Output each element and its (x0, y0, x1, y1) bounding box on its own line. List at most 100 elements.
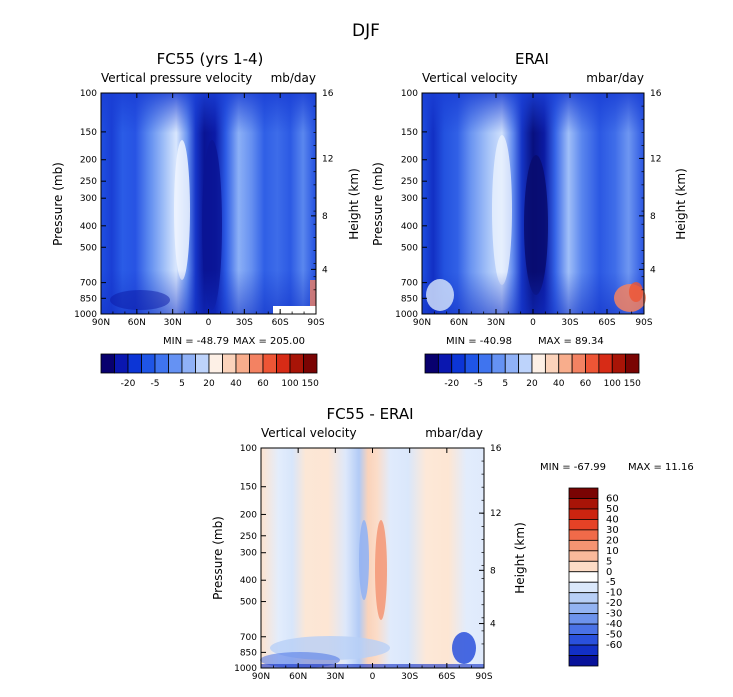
colorbar-swatch (437, 353, 453, 374)
y2-tick-label: 4 (490, 620, 496, 630)
y2-tick-label: 16 (322, 89, 334, 99)
x-tick-label: 60N (289, 672, 307, 682)
colorbar-swatch (568, 623, 599, 635)
colorbar-label: 60 (257, 379, 269, 389)
x-tick-label: 60S (598, 318, 615, 328)
colorbar-label: 150 (302, 379, 319, 389)
colorbar-label: 60 (580, 379, 592, 389)
colorbar-label: 100 (604, 379, 621, 389)
colorbar-swatch (518, 353, 533, 374)
colorbar-fc55: -20 -5 5 20 40 60 100 150 (100, 353, 319, 389)
y-ticks: 100 150 200 250 300 400 500 700 850 1000 16 12 8 4 (234, 444, 502, 674)
panel-right-label: mbar/day (425, 426, 483, 440)
colorbar-swatch (571, 353, 586, 374)
colorbar-label: -30 (606, 609, 622, 620)
x-tick-label: 30N (487, 318, 505, 328)
x-tick-label: 30S (236, 318, 253, 328)
y2-tick-label: 12 (490, 509, 501, 519)
colorbar-label: -50 (606, 630, 622, 641)
x-tick-label: 30S (561, 318, 578, 328)
y-tick-label: 150 (401, 128, 418, 138)
x-tick-label: 60N (128, 318, 146, 328)
y2-axis-label: Height (km) (674, 168, 688, 239)
colorbar-swatch (114, 353, 129, 374)
y-tick-label: 1000 (234, 664, 257, 674)
y-tick-label: 1000 (74, 310, 97, 320)
y2-tick-label: 12 (322, 154, 333, 164)
colorbar-swatch (531, 353, 546, 374)
panel-left-label: Vertical velocity (261, 426, 357, 440)
colorbar-swatch (568, 539, 599, 552)
y-axis-label: Pressure (mb) (371, 162, 385, 246)
x-tick-label: 30S (401, 672, 418, 682)
x-tick-label: 30N (164, 318, 182, 328)
panel-title: FC55 - ERAI (326, 405, 413, 423)
y-tick-label: 200 (240, 510, 257, 520)
min-label: MIN = -40.98 (446, 336, 512, 347)
colorbar-label: 0 (606, 567, 612, 578)
y2-tick-label: 4 (650, 265, 656, 275)
y-tick-label: 100 (240, 444, 257, 454)
colorbar-swatch (222, 353, 237, 374)
x-tick-label: 90S (475, 672, 492, 682)
colorbar-swatch (464, 353, 479, 374)
panel-right-label: mbar/day (586, 71, 644, 85)
colorbar-swatch (141, 353, 156, 374)
x-tick-label: 90N (413, 318, 431, 328)
colorbar-swatch (168, 353, 183, 374)
colorbar-swatch (544, 353, 560, 374)
colorbar-label: 40 (606, 514, 619, 525)
plot-field (101, 93, 316, 314)
colorbar-label: 50 (606, 504, 619, 515)
colorbar-swatch (568, 519, 599, 531)
y-tick-label: 850 (240, 648, 257, 658)
y-ticks: 100 150 200 250 300 400 500 700 850 1000 16 12 8 4 (74, 89, 334, 320)
y-tick-label: 700 (80, 279, 97, 289)
colorbar-label: 10 (606, 546, 619, 557)
panel-left-label: Vertical velocity (422, 71, 518, 85)
y-tick-label: 250 (240, 532, 257, 542)
y2-tick-label: 4 (322, 265, 328, 275)
colorbar-swatch (568, 487, 599, 499)
colorbar-swatch (568, 592, 599, 604)
panel-left-label: Vertical pressure velocity (101, 71, 252, 85)
colorbar-label: 100 (281, 379, 298, 389)
panel-right-label: mb/day (271, 71, 316, 85)
y-tick-label: 250 (401, 177, 418, 187)
y-tick-label: 500 (240, 598, 257, 608)
plot-field (422, 93, 646, 314)
x-tick-label: 30N (326, 672, 344, 682)
colorbar-swatch (568, 644, 599, 656)
y2-tick-label: 16 (490, 444, 502, 454)
colorbar-label: -10 (606, 588, 622, 599)
x-ticks: 90N 60N 30N 0 30S 60S 90S (252, 448, 493, 682)
colorbar-swatch (154, 353, 169, 374)
y-tick-label: 300 (401, 194, 418, 204)
max-label: MAX = 11.16 (628, 462, 694, 473)
colorbar-label: -60 (606, 640, 622, 651)
colorbar-swatch (262, 353, 277, 374)
y2-axis-label: Height (km) (347, 168, 361, 239)
colorbar-swatch (451, 353, 466, 374)
y-ticks: 100 150 200 250 300 400 500 700 850 1000 16 12 8 4 (395, 89, 662, 320)
y-tick-label: 150 (240, 483, 257, 493)
y-tick-label: 250 (80, 177, 97, 187)
y-tick-label: 700 (401, 279, 418, 289)
colorbar-label: -20 (121, 379, 136, 389)
y-tick-label: 850 (80, 294, 97, 304)
colorbar-swatch (276, 353, 291, 374)
colorbar-swatch (568, 560, 599, 573)
y-tick-label: 300 (80, 194, 97, 204)
y-tick-label: 850 (401, 294, 418, 304)
x-tick-label: 90N (252, 672, 270, 682)
colorbar-swatch (585, 353, 600, 374)
colorbar-label: 5 (606, 556, 612, 567)
colorbar-label: 30 (606, 525, 619, 536)
colorbar-swatch (127, 353, 142, 374)
y-tick-label: 100 (80, 89, 97, 99)
colorbar-erai: -20 -5 5 20 40 60 100 150 (424, 353, 641, 389)
colorbar-swatch (235, 353, 250, 374)
y2-axis-label: Height (km) (513, 522, 527, 593)
y-tick-label: 150 (80, 128, 97, 138)
